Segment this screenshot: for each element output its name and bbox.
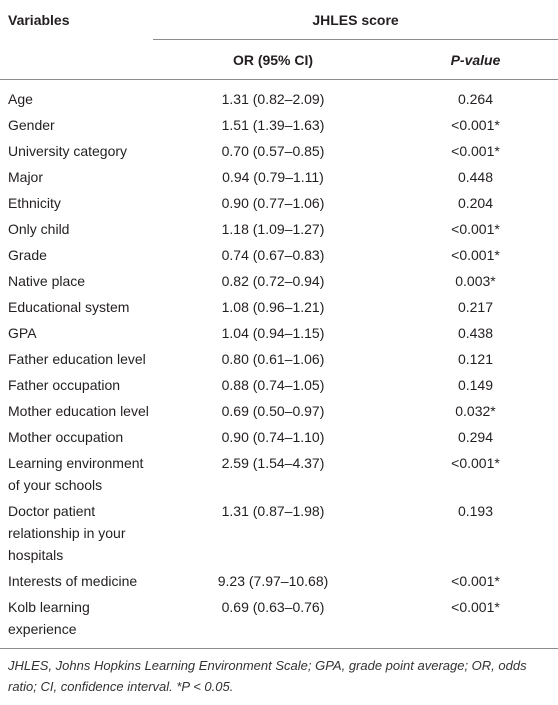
p-value-cell: <0.001* [451,455,500,471]
variable-cell: Gender [8,117,55,133]
footnote: JHLES, Johns Hopkins Learning Environmen… [8,658,527,694]
variable-cell: Father occupation [8,377,121,393]
p-value-cell: <0.001* [451,247,500,263]
table-body: Age 1.31 (0.82–2.09) 0.264 Gender 1.51 (1.39… [0,80,558,649]
table-row: Gender 1.51 (1.39–1.63) <0.001* [0,112,558,138]
p-value-cell: <0.001* [451,573,500,589]
p-value-cell: <0.001* [393,594,558,649]
or-cell: 0.90 (0.74–1.10) [221,429,325,445]
table-row: Learning environment of your schools 2.59… [0,450,558,498]
table-row: Father education level 0.80 (0.61–1.06) 0.… [0,346,558,372]
or-cell: 0.90 (0.77–1.06) [221,195,325,211]
table-row: Mother education level 0.69 (0.50–0.97) 0.… [0,398,558,424]
or-cell: 1.31 (0.82–2.09) [221,91,325,107]
table-row: Major 0.94 (0.79–1.11) 0.448 [0,164,558,190]
variable-cell: Learning environment of your schools [8,455,144,493]
header-group: JHLES score [153,0,558,40]
table-row: Age 1.31 (0.82–2.09) 0.264 [0,80,558,113]
variable-cell: University category [8,143,128,159]
p-value-cell: 0.032* [455,403,496,419]
table-row: Ethnicity 0.90 (0.77–1.06) 0.204 [0,190,558,216]
header-p-value: P-value [393,39,558,80]
p-value-cell: 0.438 [457,325,494,341]
table-row: Educational system 1.08 (0.96–1.21) 0.217 [0,294,558,320]
p-value-cell: 0.294 [457,429,494,445]
variable-cell: Mother occupation [8,429,124,445]
table-row: Father occupation 0.88 (0.74–1.05) 0.149 [0,372,558,398]
header-blank [0,39,153,80]
variable-cell: Ethnicity [8,195,61,211]
results-table: Variables JHLES score OR (95% CI) P-valu… [0,0,558,649]
p-value-cell: 0.448 [457,169,494,185]
or-cell: 0.69 (0.50–0.97) [221,403,325,419]
table-row: GPA 1.04 (0.94–1.15) 0.438 [0,320,558,346]
table-row: Doctor patient relationship in your hosp… [0,498,558,568]
variable-cell: Educational system [8,299,130,315]
variable-cell: Grade [8,247,47,263]
p-value-cell: 0.264 [457,91,494,107]
or-cell: 0.80 (0.61–1.06) [221,351,325,367]
p-value-cell: 0.193 [457,503,494,519]
p-value-cell: <0.001* [451,143,500,159]
variable-cell: Doctor patient relationship in your hosp… [8,503,126,563]
table-row: Mother occupation 0.90 (0.74–1.10) 0.294 [0,424,558,450]
or-cell: 0.88 (0.74–1.05) [221,377,325,393]
table-row: University category 0.70 (0.57–0.85) <0.00… [0,138,558,164]
or-cell: 1.08 (0.96–1.21) [221,299,325,315]
p-value-cell: 0.217 [457,299,494,315]
variable-cell: Only child [8,221,70,237]
variable-cell: GPA [8,325,37,341]
p-value-cell: 0.003* [455,273,496,289]
or-cell: 1.04 (0.94–1.15) [221,325,325,341]
variable-cell: Age [8,91,33,107]
p-value-cell: <0.001* [451,117,500,133]
table-row: Native place 0.82 (0.72–0.94) 0.003* [0,268,558,294]
header-variables: Variables [8,11,70,28]
or-cell: 1.18 (1.09–1.27) [221,221,325,237]
table-row: Grade 0.74 (0.67–0.83) <0.001* [0,242,558,268]
or-cell: 1.31 (0.87–1.98) [221,503,325,519]
or-cell: 9.23 (7.97–10.68) [217,573,329,589]
p-value-cell: 0.121 [457,351,494,367]
variable-cell: Major [8,169,44,185]
or-cell: 0.82 (0.72–0.94) [221,273,325,289]
table-row: Interests of medicine 9.23 (7.97–10.68) <0… [0,568,558,594]
table-row: Kolb learning experience 0.69 (0.63–0.76)… [0,594,558,649]
or-cell: 2.59 (1.54–4.37) [221,455,325,471]
p-value-cell: 0.204 [457,195,494,211]
or-cell: 0.69 (0.63–0.76) [153,594,393,649]
variable-cell: Native place [8,273,86,289]
variable-cell: Mother education level [8,403,149,419]
or-cell: 1.51 (1.39–1.63) [221,117,325,133]
variable-cell: Father education level [8,351,146,367]
or-cell: 0.74 (0.67–0.83) [221,247,325,263]
table-row: Only child 1.18 (1.09–1.27) <0.001* [0,216,558,242]
variable-cell: Kolb learning experience [0,594,153,649]
or-cell: 0.70 (0.57–0.85) [221,143,325,159]
variable-cell: Interests of medicine [8,573,138,589]
header-or: OR (95% CI) [153,39,393,80]
p-value-cell: 0.149 [457,377,494,393]
p-value-cell: <0.001* [451,221,500,237]
or-cell: 0.94 (0.79–1.11) [222,169,324,185]
